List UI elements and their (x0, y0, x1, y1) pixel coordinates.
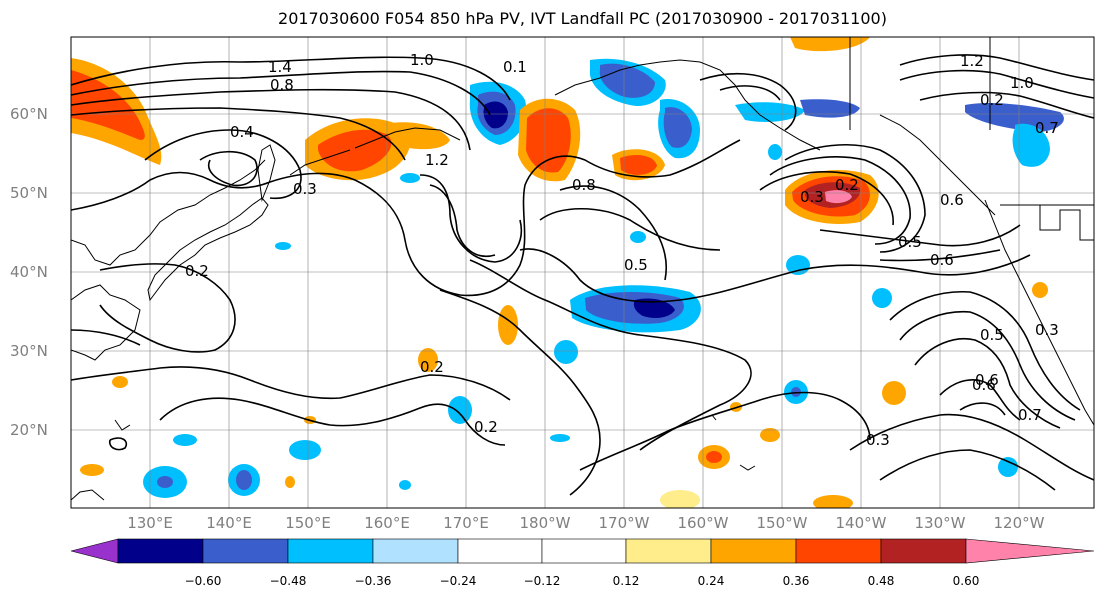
lon-label: 120°W (993, 514, 1045, 532)
contour-label: 0.8 (270, 76, 294, 94)
colorbar-bin (372, 538, 459, 564)
contour-label: 0.6 (930, 251, 954, 269)
contour-label: 0.3 (800, 188, 824, 206)
contour-label: 0.8 (572, 176, 596, 194)
lon-label: 130°W (914, 514, 966, 532)
lon-label: 140°E (206, 514, 252, 532)
colorbar-tick-label: 0.36 (782, 574, 810, 588)
contour-label: 0.6 (940, 191, 964, 209)
contour-label: 1.0 (1010, 74, 1034, 92)
colorbar-tick-label: −0.60 (184, 574, 222, 588)
colorbar-tick-label: −0.24 (439, 574, 477, 588)
colorbar-bin (625, 538, 712, 564)
colorbar-tick-label: 0.48 (867, 574, 895, 588)
contour-label: 0.2 (420, 358, 444, 376)
lon-label: 170°E (443, 514, 489, 532)
contour-label: 0.3 (1035, 321, 1059, 339)
colorbar-bin (457, 538, 543, 564)
lon-label: 160°E (364, 514, 410, 532)
colorbar-bin (117, 538, 204, 564)
lon-label: 150°E (285, 514, 331, 532)
lon-label: 160°W (677, 514, 729, 532)
lon-label: 150°W (756, 514, 808, 532)
lon-label: 180°W (519, 514, 571, 532)
contour-label: 1.2 (425, 151, 449, 169)
colorbar-bin (541, 538, 627, 564)
contour-label: 0.4 (230, 123, 254, 141)
contour-label: 0.6 (972, 376, 996, 394)
contour-label: 1.4 (268, 58, 292, 76)
contour-label: 0.6 (975, 371, 999, 389)
contour-label: 0.5 (980, 326, 1004, 344)
contour-label: 0.2 (474, 418, 498, 436)
colorbar-tick-label: −0.12 (523, 574, 561, 588)
map-plot-area: 1.4 1.0 0.8 0.4 0.3 0.2 0.5 0.6 0.7 0.3 … (71, 37, 1094, 508)
contour-label: 0.2 (835, 176, 859, 194)
colorbar-bin (202, 538, 289, 564)
contour-label: 0.3 (293, 180, 317, 198)
colorbar-bin (710, 538, 797, 564)
graticule (71, 37, 1094, 508)
colorbar-bin (795, 538, 882, 564)
contour-label: 0.5 (624, 256, 648, 274)
map-frame (70, 36, 1095, 509)
lon-label: 140°W (835, 514, 887, 532)
contour-label: 1.0 (410, 51, 434, 69)
colorbar-tick-label: −0.36 (354, 574, 392, 588)
contour-label: 0.3 (866, 431, 890, 449)
colorbar (70, 538, 1095, 564)
colorbar-tick-label: 0.24 (697, 574, 725, 588)
lon-label: 170°W (598, 514, 650, 532)
contour-label: 0.7 (1035, 119, 1059, 137)
colorbar-tick-label: −0.48 (269, 574, 307, 588)
contour-label: 0.2 (980, 91, 1004, 109)
contour-label: 1.2 (960, 52, 984, 70)
contour-label: 0.7 (1018, 406, 1042, 424)
coastlines (71, 37, 1094, 501)
map-title: 2017030600 F054 850 hPa PV, IVT Landfall… (278, 9, 887, 28)
colorbar-extend-max (965, 538, 1095, 564)
pv-contours (71, 54, 1094, 496)
lat-label: 30°N (10, 342, 48, 360)
contour-label: 0.1 (503, 58, 527, 76)
lon-label: 130°E (127, 514, 173, 532)
lat-label: 60°N (10, 105, 48, 123)
colorbar-bin (287, 538, 374, 564)
contour-label: 0.5 (898, 233, 922, 251)
lat-label: 40°N (10, 263, 48, 281)
colorbar-tick-label: 0.12 (612, 574, 640, 588)
colorbar-tick-label: 0.60 (952, 574, 980, 588)
colorbar-extend-min (70, 538, 119, 564)
lat-label: 50°N (10, 184, 48, 202)
contour-label: 0.2 (185, 262, 209, 280)
colorbar-bin (880, 538, 967, 564)
lat-label: 20°N (10, 421, 48, 439)
contour-labels: 1.4 1.0 0.8 0.4 0.3 0.2 0.5 0.6 0.7 0.3 … (185, 51, 1059, 449)
